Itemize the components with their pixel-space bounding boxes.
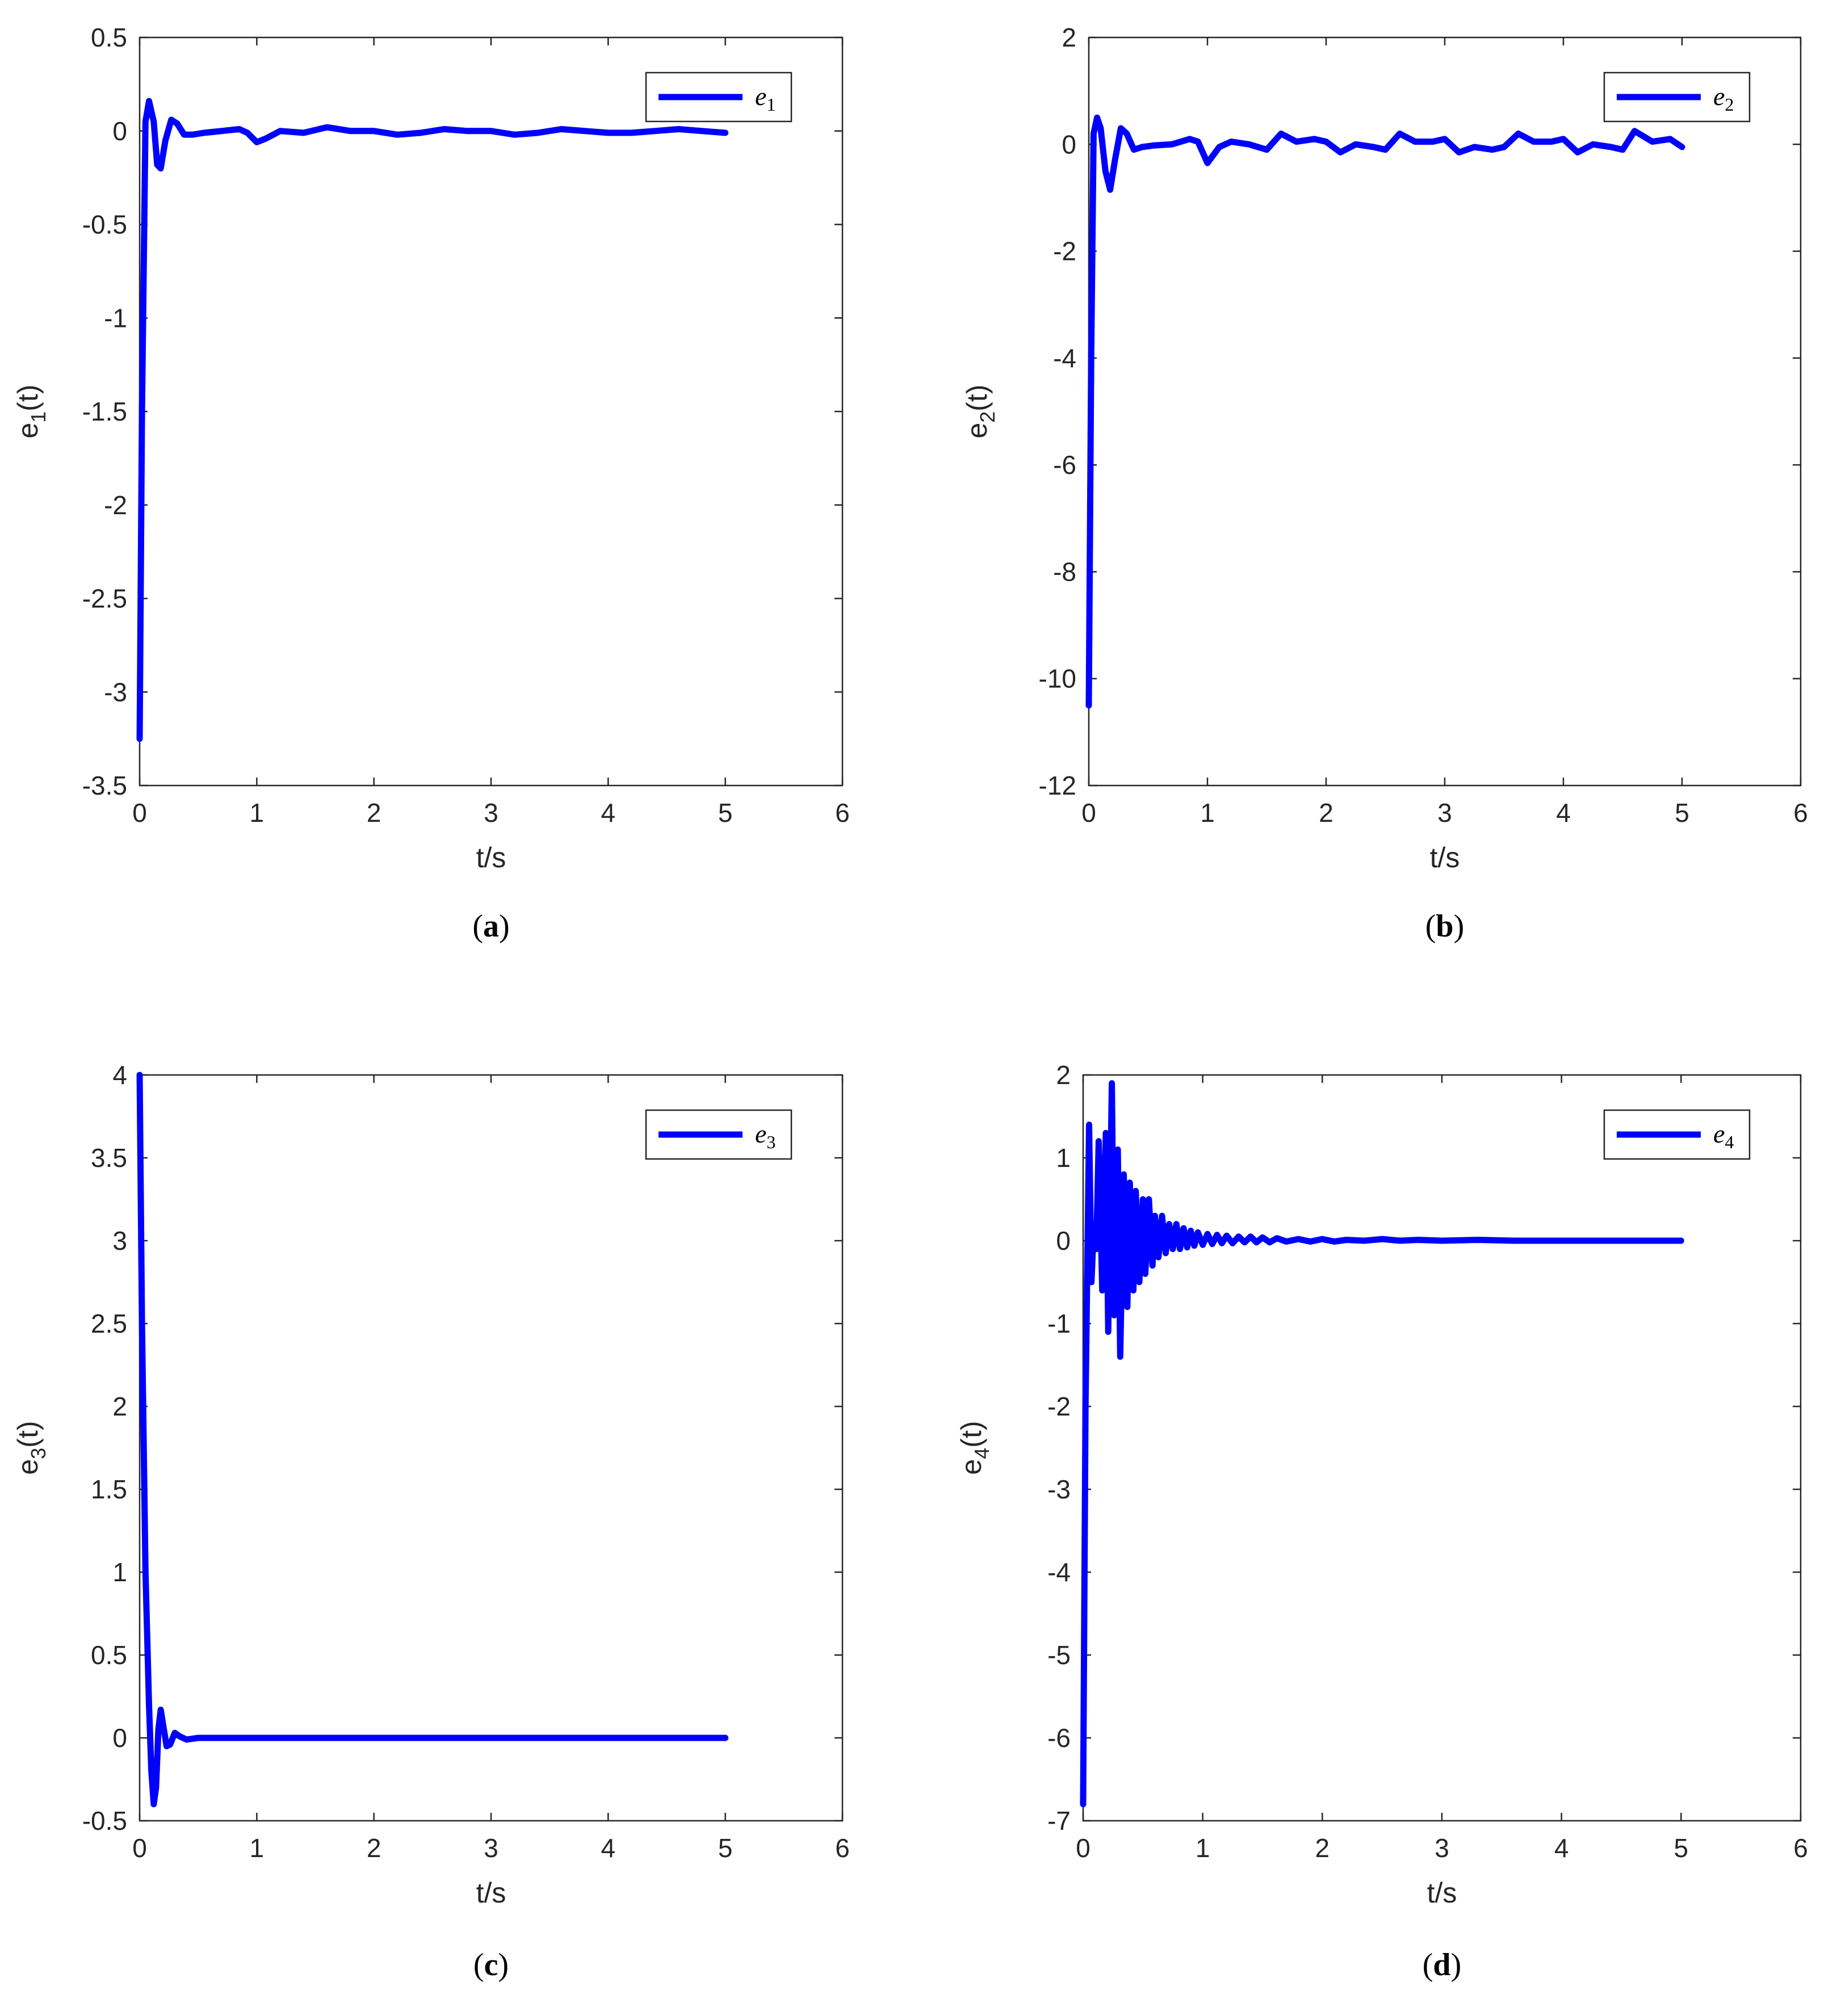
x-axis-label: t/s	[476, 842, 506, 873]
y-tick-label: 4	[112, 1060, 127, 1090]
x-tick-label: 1	[250, 1833, 265, 1863]
chart-d: 0 1 2 3 4 5 6 -7 -6 -5 -4 -3 -2 -1 0 1 2 t/s e4(t) e4 (d)	[955, 1060, 1808, 1983]
y-tick-label: 2	[1056, 1060, 1071, 1090]
y-tick-label: -0.5	[82, 210, 127, 240]
chart-c: 0 1 2 3 4 5 6-0.500.511.522.533.54t/se3(t)e3(c…	[12, 1060, 850, 1983]
y-axis-label: e3(t)	[12, 1421, 50, 1475]
y-tick-label: 0	[1062, 129, 1076, 159]
x-tick-label: 0	[132, 798, 147, 828]
y-tick-label: -2	[1053, 237, 1076, 266]
x-axis-label: t/s	[1430, 842, 1460, 873]
y-tick-label: 0	[1056, 1226, 1071, 1255]
x-tick-label: 5	[1675, 798, 1689, 828]
x-tick-label: 4	[601, 1833, 616, 1863]
legend-label: e4	[1713, 1119, 1734, 1152]
legend: e2	[1603, 72, 1751, 123]
y-tick-label: 3	[112, 1226, 127, 1255]
x-axis-label: t/s	[1427, 1877, 1457, 1909]
x-tick-label: 2	[1319, 798, 1333, 828]
y-tick-label: -10	[1039, 664, 1076, 694]
plot-area	[139, 36, 844, 787]
plot-area	[1082, 1074, 1802, 1822]
y-tick-label: -6	[1047, 1723, 1071, 1753]
x-tick-label: 4	[601, 798, 616, 828]
x-tick-label: 3	[1437, 798, 1452, 828]
plot-area	[139, 1074, 844, 1822]
x-tick-label: 1	[250, 798, 265, 828]
series-line-e3	[136, 1072, 729, 1808]
y-tick-label: 0	[112, 1723, 127, 1753]
plot-area	[1088, 36, 1802, 787]
series-line-e1	[136, 98, 729, 742]
y-tick-label: -2	[104, 490, 127, 520]
y-tick-label: -3	[104, 677, 127, 707]
y-tick-label: 0.5	[91, 1640, 127, 1670]
x-tick-label: 3	[1435, 1833, 1449, 1863]
y-tick-label: -5	[1047, 1640, 1071, 1670]
y-tick-label: -8	[1053, 557, 1076, 586]
x-tick-label: 1	[1196, 1833, 1210, 1863]
x-tick-label: 5	[1674, 1833, 1689, 1863]
x-tick-label: 6	[1793, 798, 1808, 828]
y-tick-label: -1.5	[82, 397, 127, 426]
y-tick-label: -3	[1047, 1475, 1071, 1504]
y-tick-label: 1	[1056, 1143, 1071, 1173]
y-axis-label: e1(t)	[12, 384, 50, 438]
y-tick-label: -12	[1039, 771, 1076, 800]
y-tick-label: 1	[112, 1557, 127, 1587]
legend: e1	[645, 72, 792, 123]
legend: e4	[1603, 1109, 1751, 1160]
chart-b: 0 1 2 3 4 5 6 -12 -10 -8 -6 -4 -2 0 2 t/s e2(t) e2 (b)	[961, 23, 1808, 944]
x-tick-label: 6	[1793, 1833, 1808, 1863]
y-tick-label: 3.5	[91, 1143, 127, 1173]
y-tick-label: 1.5	[91, 1475, 127, 1504]
legend-label: e1	[755, 82, 775, 115]
x-tick-label: 5	[718, 798, 733, 828]
y-tick-label: -0.5	[82, 1806, 127, 1836]
y-tick-label: -1	[1047, 1309, 1071, 1338]
caption: (b)	[1425, 909, 1464, 944]
series-line-e2	[1085, 114, 1685, 709]
x-tick-label: 4	[1556, 798, 1571, 828]
y-axis-label: e2(t)	[961, 384, 999, 438]
x-tick-label: 2	[1315, 1833, 1330, 1863]
y-tick-label: -4	[1047, 1557, 1071, 1587]
caption: (a)	[472, 909, 509, 944]
x-axis-label: t/s	[476, 1877, 506, 1909]
caption: (d)	[1423, 1947, 1461, 1983]
y-tick-label: -6	[1053, 450, 1076, 480]
x-tick-label: 3	[484, 1833, 498, 1863]
y-tick-label: -2.5	[82, 584, 127, 614]
y-tick-label: -1	[104, 303, 127, 333]
x-tick-label: 5	[718, 1833, 733, 1863]
x-tick-label: 0	[1076, 1833, 1091, 1863]
y-tick-label: -2	[1047, 1392, 1071, 1421]
legend-label: e3	[755, 1119, 775, 1152]
x-tick-label: 2	[367, 798, 381, 828]
y-tick-label: -3.5	[82, 771, 127, 800]
y-tick-label: 2	[112, 1392, 127, 1421]
x-tick-label: 4	[1554, 1833, 1569, 1863]
x-tick-label: 3	[484, 798, 498, 828]
x-tick-label: 6	[835, 798, 850, 828]
y-tick-label: 0.5	[91, 23, 127, 52]
y-tick-label: 2	[1062, 23, 1076, 52]
x-tick-label: 1	[1200, 798, 1215, 828]
legend-label: e2	[1713, 82, 1734, 115]
x-tick-label: 0	[1081, 798, 1096, 828]
legend: e3	[645, 1109, 792, 1160]
y-tick-label: 0	[112, 116, 127, 146]
y-tick-label: -7	[1047, 1806, 1071, 1836]
y-tick-label: 2.5	[91, 1309, 127, 1338]
x-tick-label: 2	[367, 1833, 381, 1863]
x-tick-label: 0	[132, 1833, 147, 1863]
chart-a: 0 1 2 3 4 5 6 -3.5 -3 -2.5 -2 -1.5 -1 -0.5 0 0.5 t/s e1(t…	[12, 23, 850, 944]
x-tick-label: 6	[835, 1833, 850, 1863]
y-tick-label: -4	[1053, 343, 1076, 373]
series-line-e4	[1080, 1080, 1684, 1808]
y-axis-label: e4(t)	[955, 1421, 993, 1475]
caption: (c)	[473, 1947, 509, 1983]
